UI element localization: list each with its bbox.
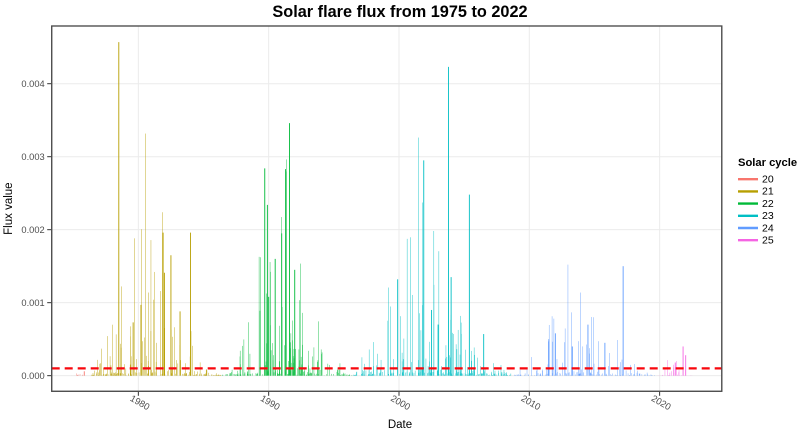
svg-text:0.001: 0.001 (21, 298, 44, 308)
svg-text:25: 25 (762, 235, 774, 247)
svg-text:0.004: 0.004 (21, 79, 44, 89)
svg-text:Flux value: Flux value (3, 182, 15, 234)
svg-text:0.002: 0.002 (21, 225, 44, 235)
svg-text:Date: Date (388, 419, 412, 431)
svg-text:23: 23 (762, 210, 774, 222)
svg-text:Solar flare flux from 1975 to: Solar flare flux from 1975 to 2022 (272, 3, 527, 21)
svg-text:24: 24 (762, 222, 774, 234)
svg-text:22: 22 (762, 198, 774, 210)
svg-text:0.003: 0.003 (21, 152, 44, 162)
svg-text:Solar cycle: Solar cycle (738, 157, 797, 169)
svg-text:21: 21 (762, 186, 774, 198)
svg-text:0.000: 0.000 (21, 371, 44, 381)
svg-text:20: 20 (762, 174, 774, 186)
